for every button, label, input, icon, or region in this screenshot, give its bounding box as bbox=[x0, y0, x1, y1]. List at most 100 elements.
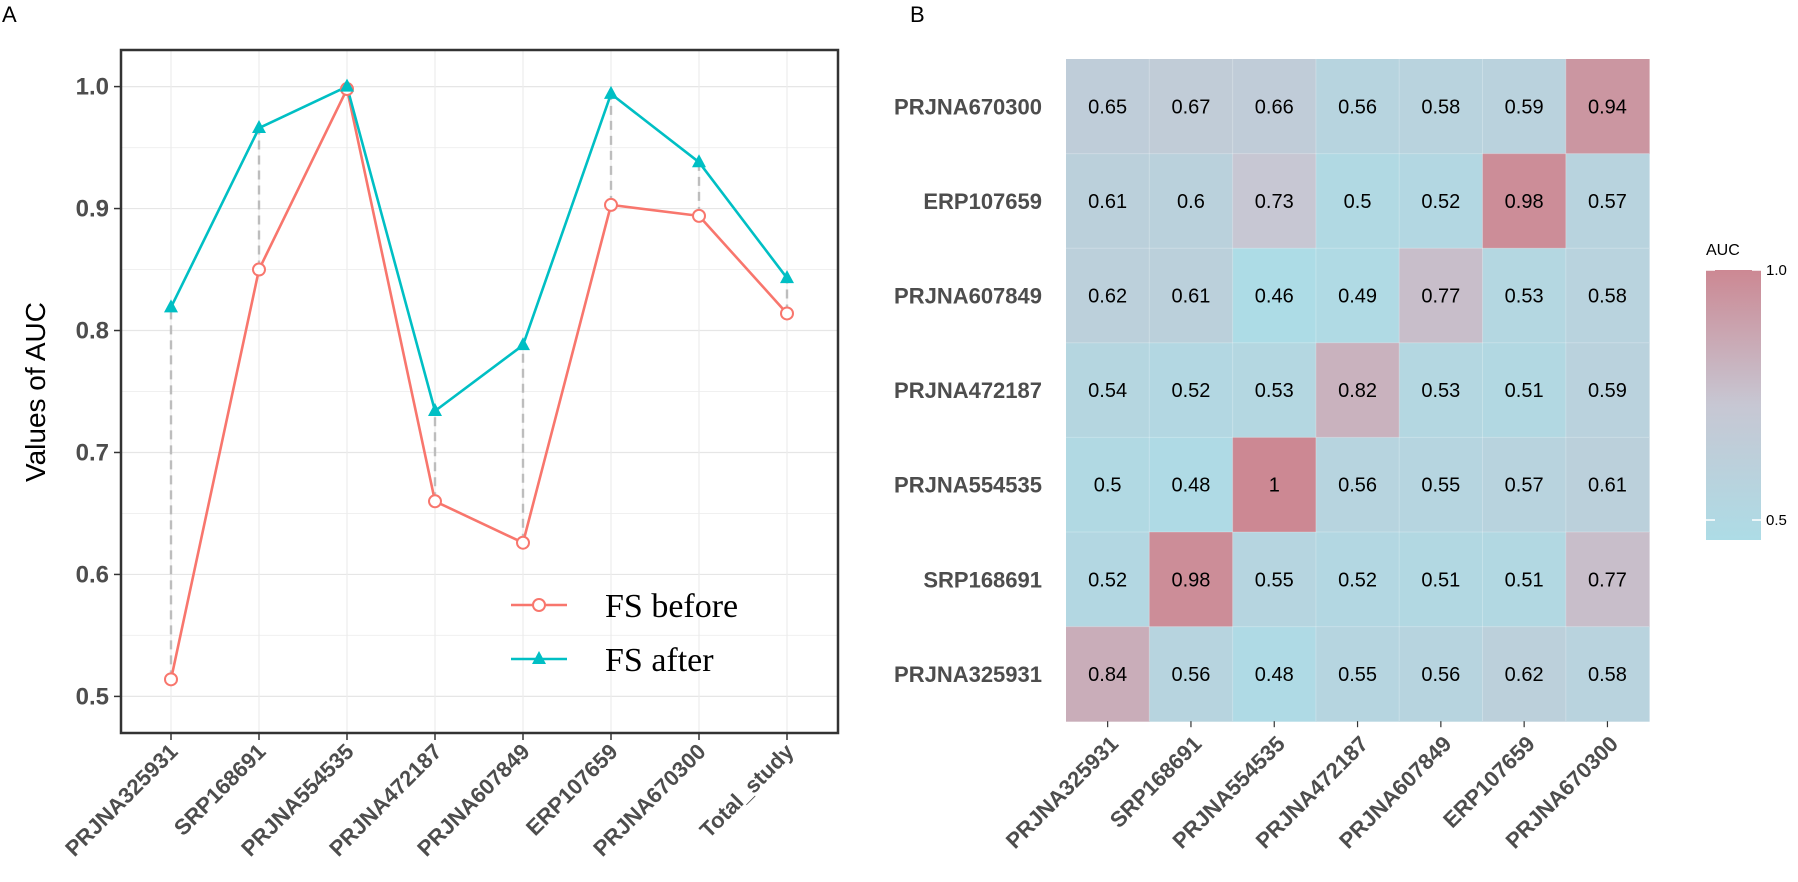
heatmap-cell bbox=[1315, 532, 1400, 628]
heatmap-cell-value: 0.82 bbox=[1338, 380, 1377, 402]
heatmap-cell-value: 0.61 bbox=[1588, 475, 1627, 497]
heatmap-cell bbox=[1232, 153, 1317, 249]
heatmap-cell-value: 1 bbox=[1269, 475, 1280, 497]
heatmap-cell-value: 0.58 bbox=[1588, 286, 1627, 308]
heatmap-cell-value: 0.59 bbox=[1505, 96, 1544, 118]
heatmap-cell-value: 0.56 bbox=[1421, 664, 1460, 686]
heatmap-cell bbox=[1149, 153, 1234, 249]
y-tick-label: 0.8 bbox=[76, 318, 109, 345]
heatmap-cell bbox=[1399, 59, 1483, 155]
data-point-fs-before bbox=[428, 494, 442, 509]
heatmap-cell-value: 0.52 bbox=[1171, 380, 1210, 402]
y-tick-label: 1.0 bbox=[76, 74, 109, 101]
data-point-fs-after bbox=[780, 270, 794, 284]
heatmap-cell bbox=[1315, 342, 1400, 438]
x-tick-label: Total_study bbox=[695, 738, 799, 842]
heatmap-cell bbox=[1232, 59, 1317, 155]
data-point-fs-before bbox=[164, 672, 178, 687]
data-point-fs-after bbox=[428, 403, 442, 417]
legend-marker-fs-after bbox=[532, 651, 546, 664]
heatmap-cell bbox=[1399, 153, 1483, 249]
heatmap-cell bbox=[1399, 626, 1483, 722]
plot-border bbox=[119, 48, 840, 735]
heatmap-cell bbox=[1565, 342, 1650, 438]
heatmap-cell-value: 0.51 bbox=[1421, 569, 1460, 591]
y-axis-title: Values of AUC bbox=[20, 302, 51, 482]
heatmap-cell bbox=[1315, 248, 1400, 344]
heatmap-cell bbox=[1565, 153, 1650, 249]
heatmap-cell bbox=[1399, 248, 1483, 344]
line-chart-panel: 0.5 0.6 0.7 0.8 0.9 1.0 PRJNA325931SRP168691P… bbox=[20, 48, 840, 861]
colorbar-gradient bbox=[1706, 270, 1761, 540]
heatmap-cell-value: 0.53 bbox=[1505, 286, 1544, 308]
heatmap-cell-value: 0.98 bbox=[1171, 569, 1210, 591]
heatmap-cell bbox=[1149, 59, 1234, 155]
heatmap-cell bbox=[1565, 532, 1650, 628]
colorbar: AUC 0.5 1.0 bbox=[1706, 242, 1787, 540]
legend-label: FS after bbox=[605, 642, 714, 679]
heatmap-cell bbox=[1482, 153, 1567, 249]
heatmap-cell-value: 0.62 bbox=[1505, 664, 1544, 686]
data-point-fs-after bbox=[692, 154, 706, 168]
heatmap-cell bbox=[1482, 342, 1567, 438]
heatmap-cell-value: 0.46 bbox=[1255, 286, 1294, 308]
heatmap-cell-value: 0.61 bbox=[1088, 191, 1127, 213]
panel-label-b: B bbox=[910, 2, 925, 27]
heatmap-cell-value: 0.52 bbox=[1421, 191, 1460, 213]
data-point-fs-before bbox=[516, 535, 530, 550]
heatmap-cell-value: 0.48 bbox=[1255, 664, 1294, 686]
heatmap-cell bbox=[1149, 626, 1234, 722]
legend: FS before FS after bbox=[511, 588, 738, 679]
data-point-fs-before bbox=[780, 306, 794, 321]
heatmap-cell-value: 0.53 bbox=[1255, 380, 1294, 402]
heatmap-cell bbox=[1565, 248, 1650, 344]
heatmap-cell bbox=[1149, 342, 1234, 438]
heatmap-cell bbox=[1066, 626, 1150, 722]
heatmap-cell bbox=[1232, 437, 1317, 533]
heatmap-cell bbox=[1565, 437, 1650, 533]
heatmap-cell-value: 0.84 bbox=[1088, 664, 1127, 686]
heatmap-cell-value: 0.67 bbox=[1171, 96, 1210, 118]
y-tick-label: 0.5 bbox=[76, 683, 109, 710]
heatmap-cell-value: 0.51 bbox=[1505, 380, 1544, 402]
heatmap-cell-value: 0.98 bbox=[1505, 191, 1544, 213]
heatmap-cell bbox=[1482, 248, 1567, 344]
heatmap-cell bbox=[1149, 248, 1234, 344]
data-point-fs-before bbox=[692, 208, 706, 223]
heatmap-cell-value: 0.58 bbox=[1588, 664, 1627, 686]
heatmap-row-label: PRJNA554535 bbox=[894, 473, 1042, 498]
heatmap-cell bbox=[1482, 626, 1567, 722]
y-axis-ticks: 0.5 0.6 0.7 0.8 0.9 1.0 bbox=[76, 74, 121, 710]
heatmap-cell-value: 0.94 bbox=[1588, 96, 1627, 118]
heatmap-cell bbox=[1315, 626, 1400, 722]
legend-label: FS before bbox=[605, 588, 738, 625]
heatmap-cell bbox=[1315, 437, 1400, 533]
heatmap-values: 0.65 0.67 0.66 0.56 0.58 0.59 0.94 0.61 0.6 0.73 0… bbox=[1088, 96, 1627, 686]
heatmap-cell bbox=[1399, 342, 1483, 438]
heatmap-cell-value: 0.58 bbox=[1421, 96, 1460, 118]
heatmap-cells bbox=[1066, 59, 1650, 722]
heatmap-cell-value: 0.55 bbox=[1255, 569, 1294, 591]
heatmap-cell-value: 0.56 bbox=[1171, 664, 1210, 686]
colorbar-tick-label: 1.0 bbox=[1766, 262, 1787, 279]
heatmap-cell-value: 0.55 bbox=[1421, 475, 1460, 497]
heatmap-cell-value: 0.57 bbox=[1588, 191, 1627, 213]
colorbar-tick-label: 0.5 bbox=[1766, 512, 1787, 529]
heatmap-cell bbox=[1066, 342, 1150, 438]
data-point-fs-after bbox=[340, 78, 354, 92]
heatmap-cell-value: 0.55 bbox=[1338, 664, 1377, 686]
heatmap-cell bbox=[1482, 532, 1567, 628]
data-point-fs-before bbox=[604, 197, 618, 212]
heatmap-cell bbox=[1066, 59, 1150, 155]
heatmap-cell bbox=[1232, 626, 1317, 722]
heatmap-cell-value: 0.66 bbox=[1255, 96, 1294, 118]
x-tick-label: PRJNA325931 bbox=[60, 739, 182, 861]
heatmap-column-label: PRJNA325931 bbox=[1001, 731, 1123, 853]
heatmap-cell-value: 0.54 bbox=[1088, 380, 1127, 402]
heatmap-cell-value: 0.57 bbox=[1505, 475, 1544, 497]
heatmap-cell-value: 0.61 bbox=[1171, 286, 1210, 308]
heatmap-cell-value: 0.52 bbox=[1338, 569, 1377, 591]
heatmap-cell bbox=[1066, 532, 1150, 628]
heatmap-cell bbox=[1565, 59, 1650, 155]
